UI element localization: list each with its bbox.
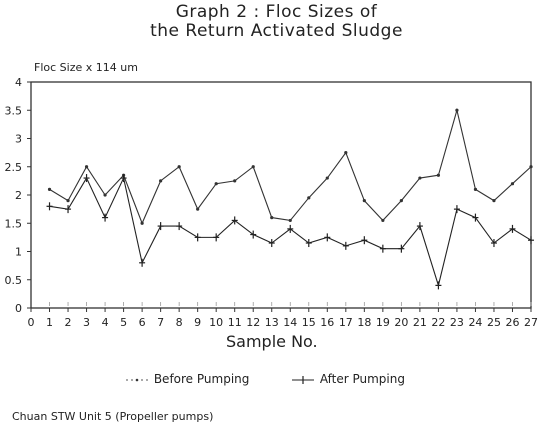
y-tick-label: 3.5: [5, 104, 23, 117]
before-pumping-point: [159, 179, 163, 183]
x-tick-label: 13: [265, 316, 279, 329]
x-tick-label: 3: [83, 316, 90, 329]
footer-caption: Chuan STW Unit 5 (Propeller pumps): [12, 410, 214, 423]
legend-after-pumping: After Pumping: [290, 372, 405, 386]
before-pumping-point: [362, 199, 366, 203]
before-pumping-point: [288, 218, 292, 223]
y-tick-label: 1: [15, 246, 22, 259]
x-tick-label: 18: [357, 316, 371, 329]
x-tick-label: 26: [505, 316, 519, 329]
x-tick-label: 27: [524, 316, 538, 329]
before-pumping-point: [436, 173, 441, 177]
before-pumping-point: [66, 199, 70, 203]
chart-title-line-1: Graph 2 : Floc Sizes of: [175, 2, 378, 22]
x-tick-label: 1: [46, 316, 53, 329]
x-tick-label: 7: [157, 316, 164, 329]
y-tick-label: 2.5: [5, 161, 23, 174]
x-tick-label: 2: [65, 316, 72, 329]
before-pumping-point: [455, 108, 459, 112]
legend-before-pumping-label: Before Pumping: [153, 372, 250, 386]
before-pumping-point: [196, 207, 200, 211]
x-tick-label: 5: [120, 316, 127, 329]
legend-after-pumping-marker: [292, 375, 314, 384]
x-tick-label: 14: [283, 316, 297, 329]
before-pumping-point: [510, 182, 515, 186]
x-tick-label: 25: [487, 316, 501, 329]
x-tick-label: 4: [102, 316, 109, 329]
x-tick-label: 19: [376, 316, 390, 329]
x-tick-label: 11: [228, 316, 242, 329]
before-pumping-point: [399, 199, 403, 203]
before-pumping-point: [270, 216, 274, 220]
before-pumping-point: [103, 193, 107, 197]
before-pumping-point: [325, 176, 329, 180]
before-pumping-point: [381, 218, 385, 223]
legend-before-pumping-marker: [126, 378, 148, 381]
x-axis-label: Sample No.: [226, 332, 318, 351]
before-pumping-point: [473, 187, 478, 191]
series-before-pumping-line: [49, 108, 532, 225]
before-pumping-point: [177, 165, 181, 169]
chart-title-line-2: the Return Activated Sludge: [150, 21, 403, 41]
y-tick-label: 2: [15, 189, 22, 202]
before-pumping-point: [47, 187, 52, 191]
before-pumping-point: [251, 165, 255, 169]
x-tick-label: 8: [176, 316, 183, 329]
before-pumping-point: [307, 196, 311, 200]
before-pumping-point: [529, 165, 533, 169]
y-tick-label: 4: [15, 76, 22, 89]
y-axis-label: Floc Size x 114 um: [34, 61, 138, 74]
x-tick-label: 24: [468, 316, 482, 329]
x-tick-label: 16: [320, 316, 334, 329]
x-tick-label: 10: [209, 316, 223, 329]
y-tick-label: 1.5: [5, 217, 23, 230]
x-tick-label: 12: [246, 316, 260, 329]
x-tick-label: 0: [28, 316, 35, 329]
y-tick-label: 0: [15, 302, 22, 315]
y-tick-label: 3: [15, 133, 22, 146]
before-pumping-point: [140, 221, 144, 225]
before-pumping-point: [344, 151, 348, 155]
x-tick-label: 20: [394, 316, 408, 329]
legend-after-pumping-label: After Pumping: [319, 372, 405, 386]
x-tick-label: 22: [431, 316, 445, 329]
y-tick-label: 0.5: [5, 274, 23, 287]
x-tick-label: 23: [450, 316, 464, 329]
x-tick-label: 15: [302, 316, 316, 329]
legend-before-pumping: Before Pumping: [124, 372, 249, 386]
before-pumping-point: [233, 179, 237, 183]
x-tick-label: 6: [139, 316, 146, 329]
before-pumping-point: [84, 165, 89, 169]
before-pumping-point: [492, 199, 496, 203]
x-tick-label: 9: [194, 316, 201, 329]
before-pumping-point: [214, 182, 218, 186]
x-tick-label: 21: [413, 316, 427, 329]
x-tick-label: 17: [339, 316, 353, 329]
before-pumping-point: [418, 176, 422, 180]
